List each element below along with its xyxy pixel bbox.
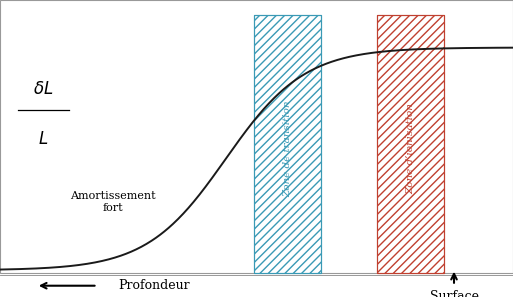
- Text: Amortissement
fort: Amortissement fort: [70, 191, 155, 213]
- Text: Surface: Surface: [429, 290, 479, 297]
- Text: $L$: $L$: [38, 131, 49, 148]
- Bar: [377, 15, 444, 273]
- Bar: [377, 15, 444, 273]
- Text: $\delta L$: $\delta L$: [33, 81, 54, 98]
- Text: Zone de transition: Zone de transition: [283, 100, 292, 197]
- Bar: [377, 15, 444, 273]
- Text: Profondeur: Profondeur: [118, 279, 190, 292]
- Bar: [254, 15, 321, 273]
- Text: Zone d’ionisation: Zone d’ionisation: [406, 103, 415, 194]
- Bar: [254, 15, 321, 273]
- Bar: [254, 15, 321, 273]
